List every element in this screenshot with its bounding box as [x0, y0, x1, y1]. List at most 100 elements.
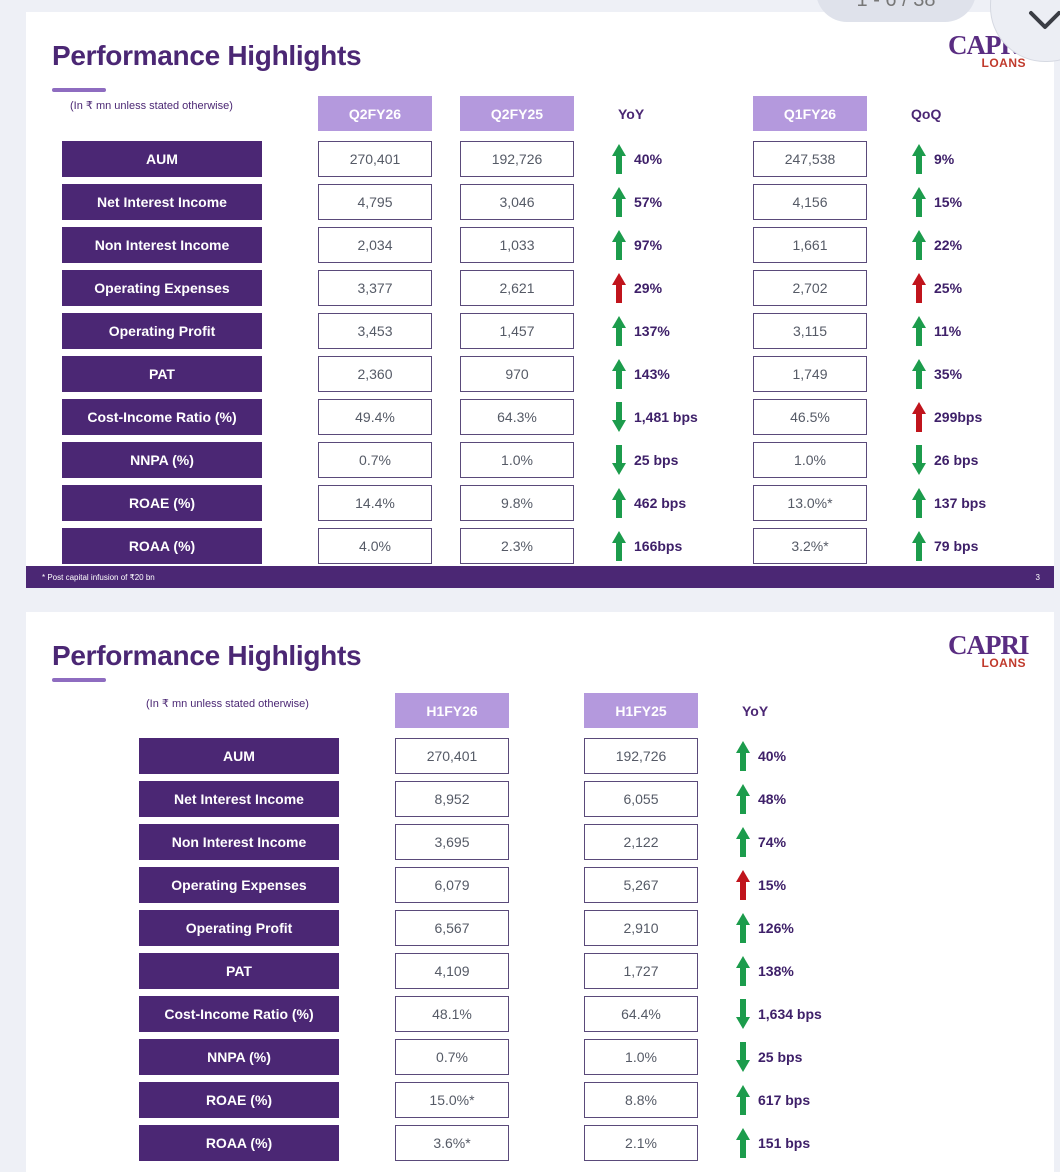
value-cell: 2.3% [460, 528, 574, 564]
yoy-change: 25 bps [736, 1039, 802, 1075]
value-cell: 8,952 [395, 781, 509, 817]
row-label: ROAE (%) [62, 485, 262, 521]
yoy-change: 40% [612, 141, 662, 177]
qoq-change-value: 22% [934, 237, 963, 253]
arrow-up-icon [912, 488, 926, 518]
header-yoy: YoY [618, 105, 645, 122]
yoy-change: 617 bps [736, 1082, 810, 1118]
value-cell: 0.7% [318, 442, 432, 478]
arrow-up-icon [736, 870, 750, 900]
value-cell: 1,457 [460, 313, 574, 349]
chevron-down-icon [1029, 11, 1060, 29]
row-label: AUM [62, 141, 262, 177]
value-cell: 1.0% [460, 442, 574, 478]
arrow-up-icon [912, 273, 926, 303]
value-cell: 247,538 [753, 141, 867, 177]
arrow-up-icon [736, 784, 750, 814]
qoq-change: 9% [912, 141, 954, 177]
row-label: Cost-Income Ratio (%) [62, 399, 262, 435]
value-cell: 2,702 [753, 270, 867, 306]
value-cell: 192,726 [460, 141, 574, 177]
yoy-change: 138% [736, 953, 794, 989]
value-cell: 3,377 [318, 270, 432, 306]
qoq-change-value: 137 bps [934, 495, 987, 511]
arrow-up-icon [736, 1128, 750, 1158]
value-cell: 1,727 [584, 953, 698, 989]
slide-footer: * Post capital infusion of ₹20 bn 3 [26, 566, 1054, 588]
qoq-change: 26 bps [912, 442, 978, 478]
yoy-change-value: 166bps [634, 538, 683, 554]
row-label: Non Interest Income [62, 227, 262, 263]
qoq-change-value: 11% [934, 323, 962, 339]
header-h1fy26: H1FY26 [395, 693, 509, 728]
value-cell: 64.4% [584, 996, 698, 1032]
header-qoq: QoQ [911, 105, 942, 122]
arrow-up-icon [612, 230, 626, 260]
yoy-change-value: 462 bps [634, 495, 687, 511]
qoq-change: 35% [912, 356, 962, 392]
slide-title: Performance Highlights [52, 40, 362, 71]
value-cell: 0.7% [395, 1039, 509, 1075]
arrow-down-icon [736, 999, 750, 1029]
arrow-up-icon [612, 187, 626, 217]
value-cell: 4,109 [395, 953, 509, 989]
value-cell: 14.4% [318, 485, 432, 521]
arrow-up-icon [612, 273, 626, 303]
value-cell: 2,360 [318, 356, 432, 392]
arrow-up-icon [736, 741, 750, 771]
yoy-change: 48% [736, 781, 786, 817]
yoy-change: 40% [736, 738, 786, 774]
arrow-up-icon [736, 1085, 750, 1115]
row-label: Cost-Income Ratio (%) [139, 996, 339, 1032]
header-q2fy25: Q2FY25 [460, 96, 574, 131]
arrow-up-icon [736, 827, 750, 857]
arrow-up-icon [912, 230, 926, 260]
qoq-change: 22% [912, 227, 962, 263]
yoy-change: 166bps [612, 528, 682, 564]
row-label: ROAA (%) [139, 1125, 339, 1161]
arrow-down-icon [612, 445, 626, 475]
logo-sub-text: LOANS [981, 656, 1026, 670]
arrow-up-icon [736, 913, 750, 943]
yoy-change-value: 151 bps [758, 1135, 811, 1151]
value-cell: 3,115 [753, 313, 867, 349]
row-label: PAT [139, 953, 339, 989]
value-cell: 3.6%* [395, 1125, 509, 1161]
unit-note: (In ₹ mn unless stated otherwise) [146, 698, 309, 710]
value-cell: 15.0%* [395, 1082, 509, 1118]
yoy-change-value: 57% [634, 194, 663, 210]
logo-main-text: CAPRI [948, 630, 1030, 660]
value-cell: 192,726 [584, 738, 698, 774]
page-indicator: 1 - 6 / 38 [816, 0, 976, 22]
arrow-down-icon [736, 1042, 750, 1072]
yoy-change-value: 138% [758, 963, 794, 979]
qoq-change: 11% [912, 313, 961, 349]
row-label: ROAA (%) [62, 528, 262, 564]
arrow-up-icon [912, 187, 926, 217]
yoy-change: 137% [612, 313, 670, 349]
qoq-change-value: 79 bps [934, 538, 979, 554]
yoy-change: 1,634 bps [736, 996, 822, 1032]
yoy-change-value: 40% [634, 151, 663, 167]
title-underline [52, 88, 106, 92]
row-label: Net Interest Income [139, 781, 339, 817]
arrow-up-icon [612, 144, 626, 174]
value-cell: 46.5% [753, 399, 867, 435]
unit-note: (In ₹ mn unless stated otherwise) [70, 100, 233, 112]
page-indicator-text: 1 - 6 / 38 [856, 0, 936, 11]
arrow-up-icon [912, 359, 926, 389]
yoy-change: 57% [612, 184, 662, 220]
qoq-change-value: 15% [934, 194, 963, 210]
qoq-change-value: 25% [934, 280, 963, 296]
value-cell: 970 [460, 356, 574, 392]
value-cell: 3,046 [460, 184, 574, 220]
arrow-up-icon [912, 144, 926, 174]
value-cell: 49.4% [318, 399, 432, 435]
value-cell: 6,567 [395, 910, 509, 946]
yoy-change: 151 bps [736, 1125, 810, 1161]
row-label: NNPA (%) [62, 442, 262, 478]
qoq-change-value: 35% [934, 366, 963, 382]
yoy-change: 25 bps [612, 442, 678, 478]
title-underline [52, 678, 106, 682]
yoy-change-value: 126% [758, 920, 794, 936]
